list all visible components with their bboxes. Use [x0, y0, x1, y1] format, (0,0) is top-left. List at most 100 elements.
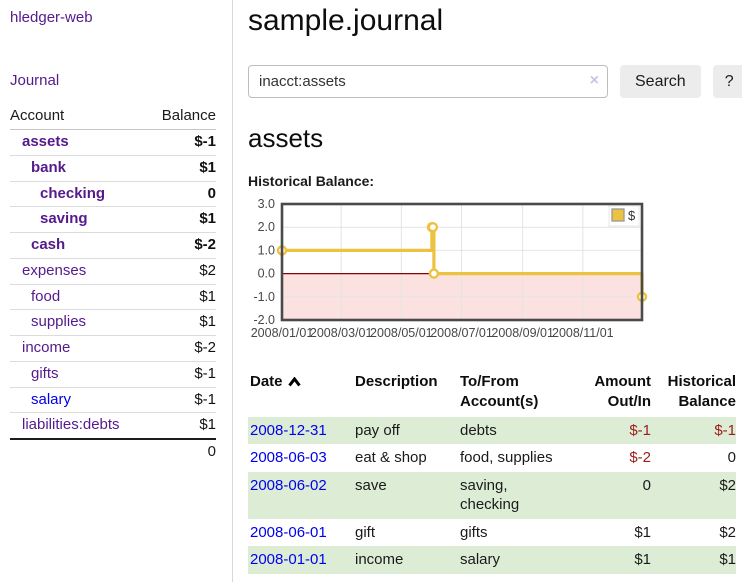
- account-balance: $1: [147, 155, 216, 182]
- account-balance: $-1: [147, 361, 216, 388]
- register-date-link[interactable]: 2008-12-31: [250, 421, 327, 439]
- register-description: eat & shop: [355, 449, 427, 466]
- register-header-description: Description: [355, 373, 438, 390]
- register-header-to-from-account-s-: To/From Account(s): [460, 373, 539, 411]
- page-title: sample.journal: [248, 4, 444, 37]
- register-table: Date Description To/From Account(s) Amount …: [248, 370, 736, 574]
- accounts-header-account: Account: [10, 104, 148, 130]
- account-page-title: assets: [248, 123, 324, 153]
- svg-text:2008/07/01: 2008/07/01: [430, 326, 493, 340]
- sidebar: hledger-web Journal Account Balance asse…: [0, 0, 233, 582]
- svg-text:2008/09/01: 2008/09/01: [491, 326, 554, 340]
- register-balance: $-1: [714, 421, 736, 439]
- register-description: pay off: [355, 421, 400, 439]
- svg-text:-1.0: -1.0: [253, 290, 275, 304]
- svg-text:0.0: 0.0: [258, 267, 275, 281]
- register-balance: $1: [719, 551, 736, 568]
- account-balance: $1: [147, 284, 216, 311]
- svg-text:2008/11/01: 2008/11/01: [552, 326, 614, 340]
- register-balance: 0: [727, 449, 736, 466]
- register-description: gift: [355, 523, 376, 541]
- chart-svg: $3.0 2.0 1.0 0.0 -1.0 -2.02008/01/012008/03/0…: [251, 198, 648, 340]
- register-row: 2008-01-01 income salary $1 $1: [248, 546, 736, 574]
- register-amount: $-2: [629, 449, 651, 466]
- register-header-amount-out-in: Amount Out/In: [594, 373, 651, 411]
- main-content: sample.journal × Search ? assets Histori…: [233, 0, 742, 582]
- account-row: salary $-1: [10, 387, 216, 414]
- sidebar-account-link[interactable]: assets: [22, 133, 69, 150]
- sidebar-account-link[interactable]: food: [31, 287, 61, 305]
- account-balance: $-1: [147, 129, 216, 156]
- account-row: liabilities:debts $1: [10, 412, 216, 440]
- account-row: expenses $2: [10, 258, 216, 285]
- search-button[interactable]: Search: [620, 65, 701, 98]
- register-description: save: [355, 476, 387, 494]
- accounts-total-row: 0: [10, 438, 216, 465]
- sidebar-account-link[interactable]: income: [22, 339, 71, 356]
- sidebar-account-link[interactable]: cash: [31, 236, 66, 253]
- search-form: × Search ?: [248, 65, 742, 98]
- register-amount: 0: [642, 476, 651, 494]
- account-balance: $1: [147, 309, 216, 336]
- register-accounts: salary: [460, 551, 501, 568]
- register-date-link[interactable]: 2008-06-02: [250, 476, 327, 494]
- account-row: supplies $1: [10, 309, 216, 336]
- sidebar-account-link[interactable]: salary: [31, 390, 72, 408]
- search-input[interactable]: [248, 65, 608, 98]
- register-date-link[interactable]: 2008-01-01: [250, 551, 327, 568]
- sidebar-account-link[interactable]: bank: [31, 158, 67, 176]
- account-balance: $-1: [147, 387, 216, 414]
- chart-title: Historical Balance:: [248, 173, 375, 189]
- accounts-table: Account Balance assets $-1 bank $1 checking 0…: [10, 104, 216, 465]
- sort-ascending-icon: [287, 377, 301, 387]
- register-date-link[interactable]: 2008-06-01: [250, 523, 327, 541]
- account-row: income $-2: [10, 335, 216, 362]
- clear-search-icon[interactable]: ×: [589, 72, 599, 89]
- register-balance: $2: [719, 476, 736, 494]
- app-title-link[interactable]: hledger-web: [10, 9, 93, 26]
- svg-text:2008/01/01: 2008/01/01: [251, 326, 314, 340]
- register-date-link[interactable]: 2008-06-03: [250, 449, 327, 466]
- account-row: assets $-1: [10, 129, 216, 156]
- account-balance: $-2: [147, 232, 216, 259]
- account-row: food $1: [10, 284, 216, 311]
- account-balance: $2: [147, 258, 216, 285]
- register-amount: $-1: [629, 421, 651, 439]
- register-row: 2008-06-02 save saving, checking 0 $2: [248, 471, 736, 519]
- account-balance: $1: [147, 206, 216, 233]
- accounts-total-value: 0: [147, 438, 216, 465]
- register-accounts: saving, checking: [460, 476, 520, 514]
- svg-text:2008/05/01: 2008/05/01: [370, 326, 433, 340]
- svg-text:1.0: 1.0: [258, 243, 275, 257]
- register-balance: $2: [719, 523, 736, 541]
- sidebar-account-link[interactable]: saving: [40, 210, 88, 228]
- account-row: saving $1: [10, 206, 216, 233]
- sidebar-account-link[interactable]: liabilities:debts: [22, 416, 120, 434]
- register-row: 2008-06-01 gift gifts $1 $2: [248, 519, 736, 547]
- register-header-date[interactable]: Date: [248, 370, 345, 417]
- sidebar-item-journal[interactable]: Journal: [10, 72, 60, 89]
- historical-balance-chart: $3.0 2.0 1.0 0.0 -1.0 -2.0 2008/01/01 2008/03/0…: [248, 198, 742, 344]
- register-accounts: debts: [460, 421, 497, 439]
- account-row: bank $1: [10, 155, 216, 182]
- accounts-header-balance: Balance: [147, 104, 216, 130]
- svg-text:2008/03/01: 2008/03/01: [310, 326, 373, 340]
- sidebar-account-link[interactable]: expenses: [22, 261, 87, 279]
- register-amount: $1: [634, 523, 651, 541]
- register-row: 2008-12-31 pay off debts $-1 $-1: [248, 416, 736, 444]
- sidebar-account-link[interactable]: supplies: [31, 313, 87, 331]
- register-accounts: gifts: [460, 523, 488, 541]
- register-header-historical-balance: Historical Balance: [667, 373, 736, 411]
- help-button[interactable]: ?: [712, 65, 742, 98]
- account-balance: $-2: [147, 335, 216, 362]
- account-row: checking 0: [10, 181, 216, 208]
- account-balance: 0: [147, 181, 216, 208]
- register-description: income: [355, 551, 404, 568]
- svg-text:$: $: [628, 208, 636, 223]
- sidebar-account-link[interactable]: checking: [40, 184, 106, 202]
- register-accounts: food, supplies: [460, 449, 553, 466]
- account-row: gifts $-1: [10, 361, 216, 388]
- register-amount: $1: [634, 551, 651, 568]
- sidebar-account-link[interactable]: gifts: [31, 364, 59, 382]
